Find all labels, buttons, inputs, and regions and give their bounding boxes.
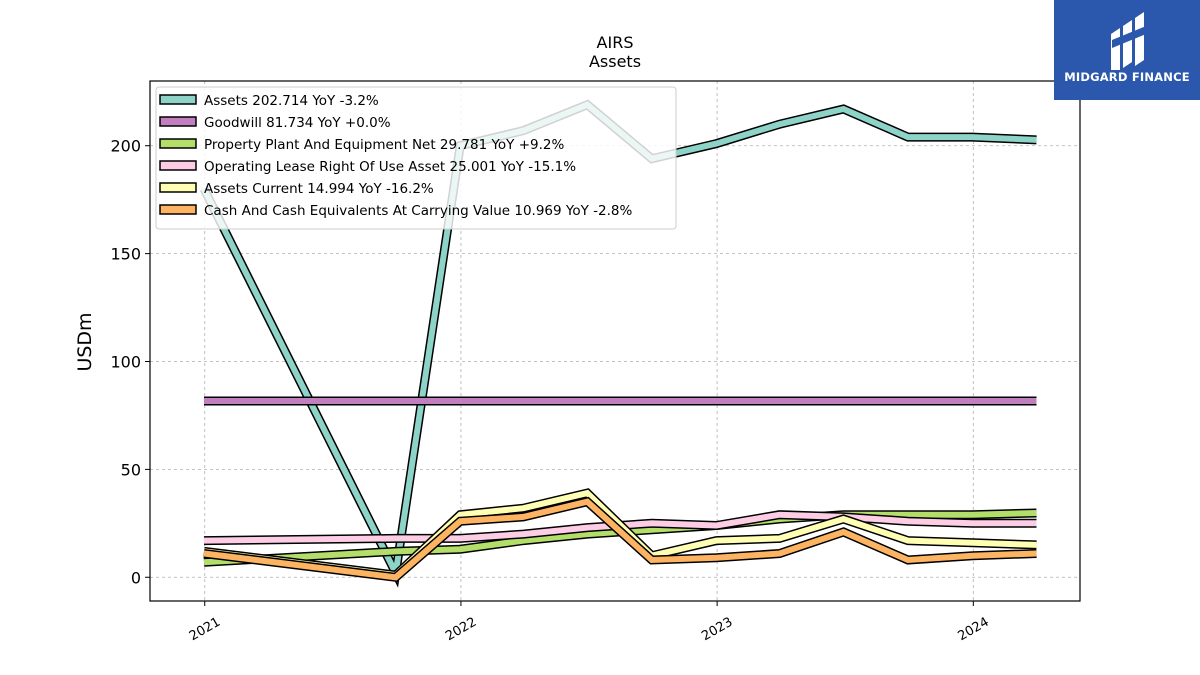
series-5 xyxy=(203,496,1037,583)
y-tick-label: 50 xyxy=(121,460,141,479)
legend-entry: Operating Lease Right Of Use Asset 25.00… xyxy=(204,159,576,175)
legend-swatch xyxy=(159,182,197,193)
logo-text: MIDGARD FINANCE xyxy=(1064,70,1190,84)
y-axis-label: USDm xyxy=(74,312,96,371)
legend-box xyxy=(155,86,677,230)
series-3 xyxy=(203,510,1037,546)
y-tick-label: 200 xyxy=(110,137,141,156)
x-tick-label: 2021 xyxy=(187,615,223,645)
chart-title: AIRS xyxy=(597,33,634,52)
x-tick-label: 2024 xyxy=(955,615,991,645)
legend-entry: Assets 202.714 YoY -3.2% xyxy=(204,93,379,109)
legend-entry: Property Plant And Equipment Net 29.781 … xyxy=(204,137,564,153)
logo-mark-icon xyxy=(1111,12,1146,70)
legend-swatch xyxy=(159,138,197,149)
series-lines xyxy=(199,99,1037,588)
midgard-finance-logo: MIDGARD FINANCE xyxy=(1054,0,1200,100)
series-line xyxy=(203,511,1037,544)
legend-swatch xyxy=(159,204,197,215)
x-tick-label: 2023 xyxy=(699,615,735,645)
y-tick-label: 0 xyxy=(131,568,141,587)
y-tick-label: 150 xyxy=(110,245,141,264)
legend-entry: Goodwill 81.734 YoY +0.0% xyxy=(204,115,391,131)
legend-swatch xyxy=(159,160,197,171)
x-tick-label: 2022 xyxy=(443,615,479,645)
legend-entry: Cash And Cash Equivalents At Carrying Va… xyxy=(204,203,632,219)
legend: Assets 202.714 YoY -3.2% Goodwill 81.734 … xyxy=(155,86,677,230)
y-tick-label: 100 xyxy=(110,352,141,371)
chart-subtitle: Assets xyxy=(589,52,641,71)
series-line xyxy=(203,498,1037,581)
plot-frame xyxy=(149,80,1081,602)
axes: 0 50 100 150 200 2021 2022 2023 2024 xyxy=(110,80,1081,645)
legend-entry: Assets Current 14.994 YoY -16.2% xyxy=(204,181,434,197)
legend-swatch xyxy=(159,116,197,127)
legend-swatch xyxy=(159,94,197,105)
